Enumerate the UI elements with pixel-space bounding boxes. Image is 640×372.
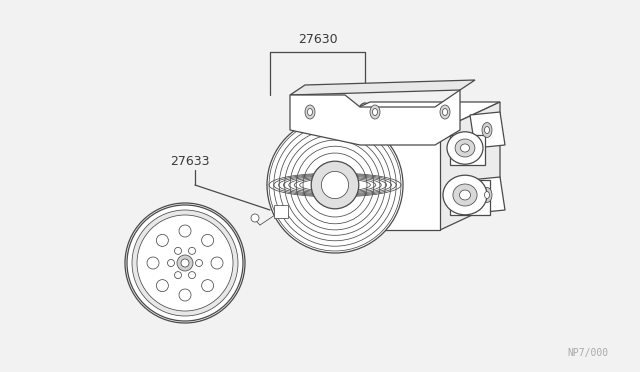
Polygon shape [450,180,490,215]
Polygon shape [290,90,460,145]
Ellipse shape [307,109,312,115]
Polygon shape [470,112,505,148]
Circle shape [127,205,243,321]
Ellipse shape [440,105,450,119]
Ellipse shape [443,175,487,215]
Text: 27630: 27630 [298,33,337,46]
Circle shape [137,215,233,311]
Ellipse shape [442,109,447,115]
Circle shape [179,289,191,301]
Text: 27633: 27633 [170,155,210,168]
Polygon shape [310,130,440,230]
Circle shape [181,259,189,267]
Ellipse shape [348,103,382,239]
Circle shape [156,280,168,292]
Ellipse shape [372,109,378,115]
Ellipse shape [370,105,380,119]
Circle shape [156,234,168,246]
Circle shape [202,234,214,246]
Ellipse shape [321,171,349,199]
Polygon shape [310,102,500,130]
Circle shape [189,272,195,279]
Circle shape [132,210,238,316]
Ellipse shape [482,187,492,202]
Circle shape [211,257,223,269]
Text: NP7/000: NP7/000 [567,348,608,358]
Circle shape [168,260,175,266]
Circle shape [179,225,191,237]
Polygon shape [274,205,288,218]
Circle shape [195,260,202,266]
Ellipse shape [460,190,470,200]
Polygon shape [470,177,505,213]
Ellipse shape [482,122,492,138]
Ellipse shape [455,139,475,157]
Ellipse shape [267,117,403,253]
Circle shape [251,214,259,222]
Ellipse shape [453,184,477,206]
Polygon shape [290,80,475,95]
Circle shape [189,247,195,254]
Ellipse shape [484,192,490,199]
Circle shape [175,272,182,279]
Ellipse shape [461,144,470,152]
Circle shape [175,247,182,254]
Ellipse shape [305,105,315,119]
Ellipse shape [311,161,359,209]
Polygon shape [450,135,485,165]
Ellipse shape [484,126,490,134]
Polygon shape [440,102,500,230]
Circle shape [202,280,214,292]
Circle shape [147,257,159,269]
Ellipse shape [447,132,483,164]
Circle shape [177,255,193,271]
